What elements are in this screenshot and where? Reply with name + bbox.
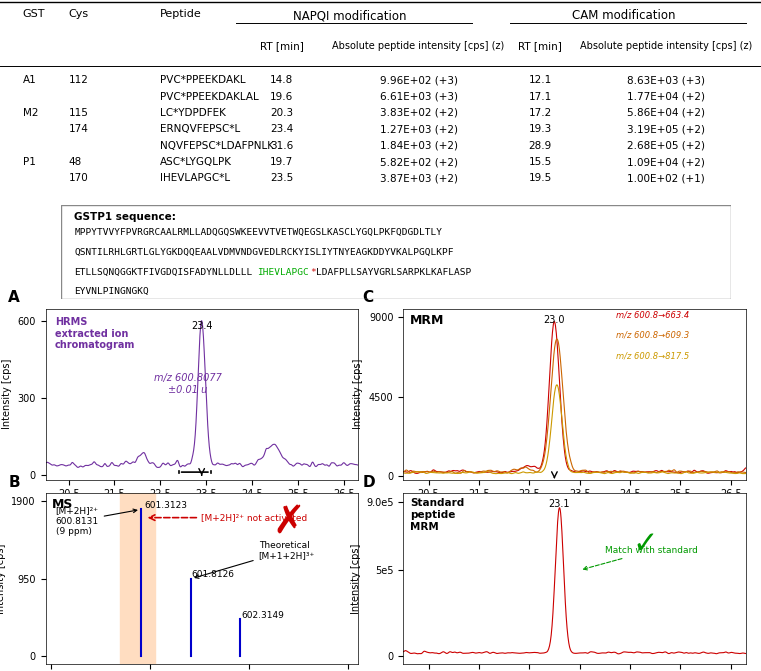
Text: 19.5: 19.5 [529, 173, 552, 183]
Text: Theoretical
[M+1+2H]³⁺: Theoretical [M+1+2H]³⁺ [195, 541, 315, 578]
Text: 6.61E+03 (+3): 6.61E+03 (+3) [380, 91, 457, 101]
Text: 15.5: 15.5 [529, 157, 552, 167]
Text: 23.4: 23.4 [270, 124, 293, 134]
Text: 19.3: 19.3 [529, 124, 552, 134]
Text: RT [min]: RT [min] [260, 42, 304, 52]
Text: 601.3123: 601.3123 [145, 501, 188, 510]
Text: 115: 115 [68, 108, 88, 118]
Text: 23.5: 23.5 [270, 173, 293, 183]
Text: 19.7: 19.7 [270, 157, 293, 167]
Text: [M+2H]²⁺ not activated: [M+2H]²⁺ not activated [201, 513, 307, 522]
Text: CAM modification: CAM modification [572, 9, 676, 22]
Text: 112: 112 [68, 75, 88, 85]
Text: 48: 48 [68, 157, 81, 167]
Text: 1.00E+02 (+1): 1.00E+02 (+1) [627, 173, 705, 183]
Text: MPPYTVVYFPVRGRCAALRMLLADQGQSWKEEVVTVETWQEGSLKASCLYGQLPKFQDGDLTLY: MPPYTVVYFPVRGRCAALRMLLADQGQSWKEEVVTVETWQ… [75, 228, 442, 237]
Text: 19.6: 19.6 [270, 91, 293, 101]
Text: PVC*PPEEKDAKLAL: PVC*PPEEKDAKLAL [160, 91, 259, 101]
Text: MS: MS [52, 499, 73, 511]
Text: Absolute peptide intensity [cps] (z): Absolute peptide intensity [cps] (z) [580, 42, 752, 52]
Text: Match with standard: Match with standard [584, 546, 698, 570]
Text: m/z 600.8→609.3: m/z 600.8→609.3 [616, 331, 689, 340]
Text: 9.96E+02 (+3): 9.96E+02 (+3) [380, 75, 457, 85]
Text: 17.1: 17.1 [529, 91, 552, 101]
Text: NQVFEPSC*LDAFPNLK: NQVFEPSC*LDAFPNLK [160, 141, 274, 151]
Text: 23.1: 23.1 [549, 499, 570, 509]
Text: C: C [362, 291, 374, 305]
Text: 14.8: 14.8 [270, 75, 293, 85]
Text: ETLLSQNQGGKTFIVGDQISFADYNLLDLLL: ETLLSQNQGGKTFIVGDQISFADYNLLDLLL [75, 268, 253, 276]
Text: 602.3149: 602.3149 [242, 611, 285, 620]
Text: LC*YDPDFEK: LC*YDPDFEK [160, 108, 226, 118]
Text: LDAFPLLSAYVGRLSARPKLKAFLASP: LDAFPLLSAYVGRLSARPKLKAFLASP [316, 268, 471, 276]
Text: ERNQVFEPSC*L: ERNQVFEPSC*L [160, 124, 240, 134]
Y-axis label: Intensity [cps]: Intensity [cps] [351, 544, 361, 614]
Text: D: D [362, 475, 375, 490]
Y-axis label: Intensity [cps]: Intensity [cps] [353, 359, 364, 429]
Text: GSTP1 sequence:: GSTP1 sequence: [75, 212, 176, 222]
Text: 5.82E+02 (+2): 5.82E+02 (+2) [380, 157, 457, 167]
Text: 170: 170 [68, 173, 88, 183]
Text: B: B [8, 475, 20, 490]
Text: P1: P1 [23, 157, 36, 167]
Text: 1.27E+03 (+2): 1.27E+03 (+2) [380, 124, 457, 134]
Text: Cys: Cys [68, 9, 88, 19]
Text: IHEVLAPGC*L: IHEVLAPGC*L [160, 173, 230, 183]
Text: MRM: MRM [410, 314, 444, 327]
Text: EYVNLPINGNGKQ: EYVNLPINGNGKQ [75, 287, 149, 297]
Text: PVC*PPEEKDAKL: PVC*PPEEKDAKL [160, 75, 246, 85]
Text: m/z 600.8077
±0.01 u: m/z 600.8077 ±0.01 u [154, 373, 222, 395]
Y-axis label: Intensity [cps]: Intensity [cps] [0, 544, 6, 614]
Text: RT [min]: RT [min] [518, 42, 562, 52]
Text: m/z 600.8→817.5: m/z 600.8→817.5 [616, 352, 689, 360]
Text: HRMS
extracted ion
chromatogram: HRMS extracted ion chromatogram [55, 317, 135, 350]
Text: 23.0: 23.0 [543, 315, 565, 325]
Text: Peptide: Peptide [160, 9, 202, 19]
Text: 20.3: 20.3 [270, 108, 293, 118]
Text: ✗: ✗ [272, 503, 304, 541]
Text: 17.2: 17.2 [529, 108, 552, 118]
X-axis label: Time [min]: Time [min] [175, 505, 228, 515]
Text: 601.8126: 601.8126 [191, 570, 234, 579]
Text: QSNTILRHLGRTLGLYGKDQQEAALVDMVNDGVEDLRCKYISLIYTNYEAGKDDYVKALPGQLKPF: QSNTILRHLGRTLGLYGKDQQEAALVDMVNDGVEDLRCKY… [75, 248, 454, 257]
Text: ASC*LYGQLPK: ASC*LYGQLPK [160, 157, 232, 167]
Text: 174: 174 [68, 124, 88, 134]
Y-axis label: Intensity [cps]: Intensity [cps] [2, 359, 12, 429]
Text: *: * [310, 268, 316, 276]
Text: Absolute peptide intensity [cps] (z): Absolute peptide intensity [cps] (z) [333, 42, 505, 52]
Text: A: A [8, 291, 20, 305]
Text: 1.84E+03 (+2): 1.84E+03 (+2) [380, 141, 457, 151]
Text: A1: A1 [23, 75, 37, 85]
Text: 23.4: 23.4 [191, 321, 212, 331]
Text: IHEVLAPGC: IHEVLAPGC [257, 268, 309, 276]
Text: [M+2H]²⁺
600.8131
(9 ppm): [M+2H]²⁺ 600.8131 (9 ppm) [56, 506, 137, 536]
Text: 5.86E+04 (+2): 5.86E+04 (+2) [627, 108, 705, 118]
Text: 12.1: 12.1 [529, 75, 552, 85]
Bar [120, 493, 154, 664]
Text: 3.19E+05 (+2): 3.19E+05 (+2) [627, 124, 705, 134]
Text: GST: GST [23, 9, 46, 19]
Text: M2: M2 [23, 108, 38, 118]
Text: ✓: ✓ [632, 530, 658, 559]
X-axis label: Time [min]: Time [min] [548, 505, 601, 515]
Text: 3.83E+02 (+2): 3.83E+02 (+2) [380, 108, 457, 118]
Text: 1.77E+04 (+2): 1.77E+04 (+2) [627, 91, 705, 101]
Text: m/z 600.8→663.4: m/z 600.8→663.4 [616, 310, 689, 319]
Text: 1.09E+04 (+2): 1.09E+04 (+2) [627, 157, 705, 167]
Text: 2.68E+05 (+2): 2.68E+05 (+2) [627, 141, 705, 151]
Text: 28.9: 28.9 [529, 141, 552, 151]
Text: 31.6: 31.6 [270, 141, 293, 151]
Text: 3.87E+03 (+2): 3.87E+03 (+2) [380, 173, 457, 183]
Text: Standard
peptide
MRM: Standard peptide MRM [410, 499, 464, 531]
Text: 8.63E+03 (+3): 8.63E+03 (+3) [627, 75, 705, 85]
Text: NAPQI modification: NAPQI modification [293, 9, 407, 22]
